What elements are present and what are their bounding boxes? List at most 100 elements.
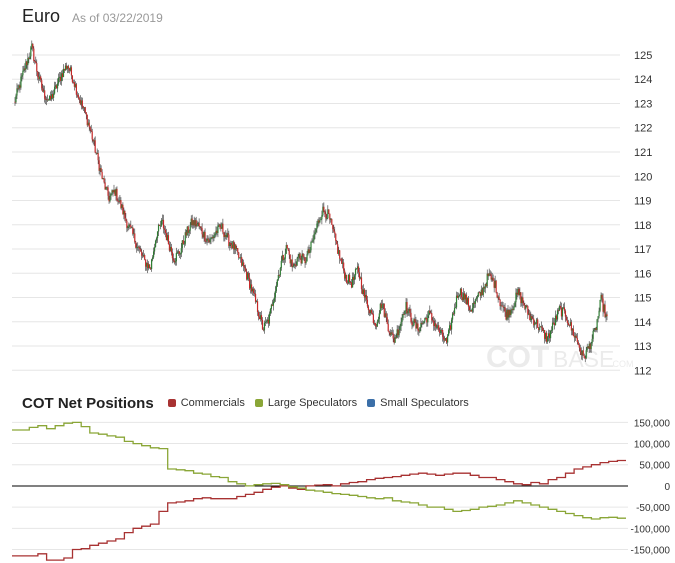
candle-body: [491, 277, 493, 280]
candle-body: [388, 331, 390, 333]
candle-body: [172, 258, 174, 261]
candle-body: [516, 292, 518, 295]
candle-body: [481, 289, 483, 295]
candle-body: [44, 90, 46, 99]
candle-body: [144, 255, 146, 260]
candle-body: [389, 332, 391, 335]
legend-commercials[interactable]: Commercials: [167, 397, 245, 409]
legend-small-speculators[interactable]: Small Speculators: [367, 397, 469, 409]
candle-body: [197, 222, 199, 225]
candle-body: [150, 268, 152, 270]
candle-body: [46, 99, 48, 101]
candle-body: [235, 244, 237, 250]
candle-body: [236, 248, 238, 250]
candle-body: [527, 306, 529, 315]
candle-body: [550, 330, 553, 332]
candle-body: [562, 307, 565, 309]
candle-body: [309, 250, 311, 254]
candle-body: [476, 296, 478, 299]
candle-body: [446, 338, 448, 343]
candle-body: [26, 61, 28, 66]
candle-body: [182, 240, 184, 245]
candle-body: [500, 305, 502, 307]
candle-body: [92, 139, 94, 142]
candle-body: [38, 76, 40, 80]
candle-body: [228, 234, 230, 247]
candle-body: [156, 231, 159, 239]
candle-body: [338, 250, 340, 254]
candle-body: [436, 327, 438, 329]
candle-body: [317, 220, 319, 224]
candle-body: [199, 226, 201, 228]
candle-body: [327, 209, 329, 219]
candle-body: [538, 327, 540, 330]
candle-body: [231, 244, 233, 249]
candle-body: [380, 303, 382, 309]
candle-body: [30, 47, 32, 57]
candle-body: [575, 335, 577, 339]
candle-body: [525, 305, 527, 309]
candle-body: [41, 80, 43, 89]
candlestick-series: [14, 40, 608, 363]
candle-body: [17, 88, 19, 90]
candle-body: [37, 71, 39, 77]
candle-body: [177, 251, 179, 253]
candle-body: [439, 330, 441, 333]
candle-body: [475, 298, 477, 300]
candle-body: [539, 327, 541, 330]
candle-body: [597, 316, 599, 320]
candle-body: [329, 213, 331, 220]
candle-body: [485, 284, 487, 287]
candle-body: [455, 295, 458, 308]
price-tick-label: 121: [634, 147, 652, 159]
candle-body: [111, 190, 113, 194]
candle-body: [556, 310, 559, 320]
candle-body: [447, 335, 449, 343]
candle-body: [340, 258, 342, 260]
candle-body: [397, 329, 399, 336]
candle-body: [594, 328, 596, 330]
candle-body: [585, 350, 587, 359]
candle-body: [445, 338, 447, 341]
candle-body: [244, 266, 246, 269]
candle-body: [145, 259, 147, 267]
candle-body: [440, 329, 442, 333]
candle-body: [328, 209, 330, 214]
candle-body: [209, 239, 211, 243]
candle-body: [207, 238, 209, 241]
candle-body: [23, 68, 25, 71]
candle-body: [83, 107, 85, 109]
candle-body: [591, 338, 593, 344]
candle-body: [474, 299, 476, 304]
price-tick-label: 115: [634, 293, 652, 305]
legend-swatch-large-speculators: [254, 399, 263, 407]
candle-body: [549, 330, 552, 339]
legend-large-speculators[interactable]: Large Speculators: [254, 397, 357, 409]
candle-body: [417, 323, 419, 331]
candle-body: [36, 63, 38, 72]
candle-body: [63, 68, 66, 71]
candle-body: [551, 322, 554, 331]
candle-body: [195, 220, 197, 227]
candle-body: [123, 211, 125, 215]
candle-body: [119, 200, 121, 202]
candle-body: [337, 244, 339, 254]
candle-body: [137, 246, 139, 248]
candle-body: [185, 232, 187, 236]
candle-body: [356, 266, 359, 269]
candle-body: [59, 76, 62, 81]
candle-body: [326, 218, 328, 220]
watermark-light-text: BASE: [553, 346, 614, 372]
cot-title: COT Net Positions: [22, 394, 154, 412]
candle-body: [533, 318, 535, 326]
candle-body: [315, 228, 317, 233]
candle-body: [355, 268, 358, 270]
candle-body: [264, 322, 267, 323]
candle-body: [278, 274, 280, 276]
candle-body: [165, 233, 168, 241]
candle-body: [217, 225, 219, 233]
candle-body: [405, 302, 407, 312]
candle-body: [590, 343, 592, 350]
candle-body: [524, 305, 526, 309]
candle-body: [576, 338, 578, 342]
